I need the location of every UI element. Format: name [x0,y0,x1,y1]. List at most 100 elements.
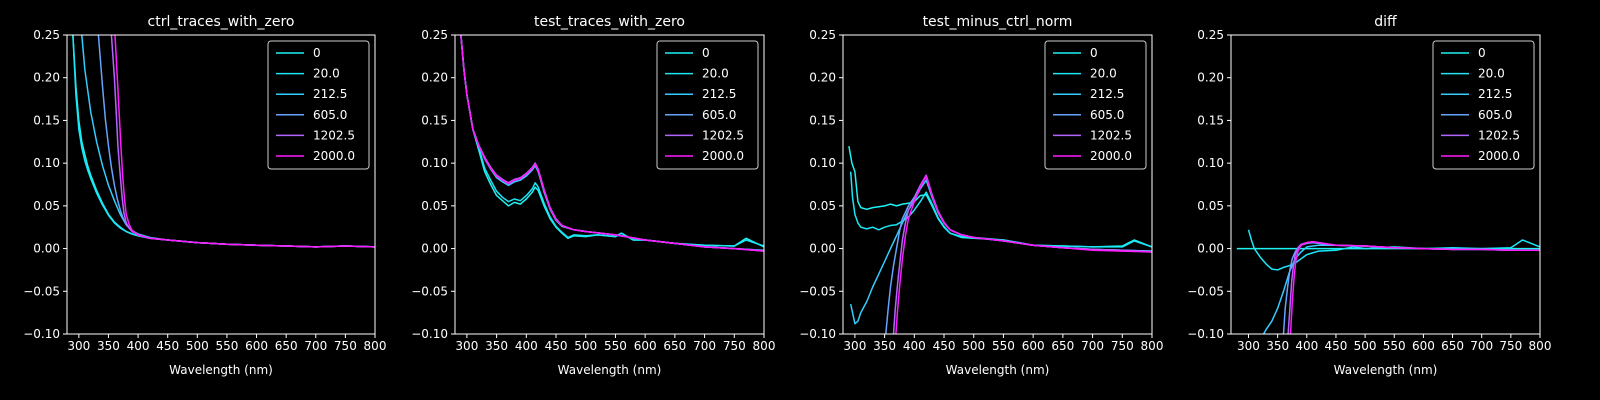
chart-title: test_minus_ctrl_norm [923,14,1073,30]
x-axis-label: Wavelength (nm) [946,363,1050,377]
x-tick-label: 300 [67,339,90,353]
legend: 0 20.0 212.5 605.0 1202.5 2000.0 [267,40,370,170]
x-tick-label: 350 [97,339,120,353]
y-tick-label: −0.05 [411,284,448,298]
y-tick-label: 0.10 [1197,156,1224,170]
x-tick-label: 750 [334,339,357,353]
legend-label: 20.0 [702,67,729,81]
x-tick-label: 550 [215,339,238,353]
x-tick-label: 500 [962,339,985,353]
series-line-2000.0 [114,35,375,248]
legend-label: 0 [702,46,710,60]
legend-label: 605.0 [702,108,736,122]
y-tick-label: 0.15 [1197,113,1224,127]
x-tick-label: 750 [1111,339,1134,353]
legend: 0 20.0 212.5 605.0 1202.5 2000.0 [1432,40,1535,170]
legend-label: 212.5 [1090,87,1124,101]
x-tick-label: 800 [1141,339,1164,353]
x-tick-label: 750 [1499,339,1522,353]
y-tick-label: 0.25 [33,28,60,42]
legend-label: 1202.5 [702,128,744,142]
y-tick-label: 0.15 [33,113,60,127]
y-tick-label: 0.05 [809,199,836,213]
legend-label: 212.5 [1478,87,1512,101]
x-tick-label: 600 [1022,339,1045,353]
y-tick-label: −0.10 [1187,327,1224,341]
axes-frame [66,34,376,335]
x-tick-label: 800 [1529,339,1552,353]
y-tick-label: 0.20 [421,71,448,85]
x-tick-label: 400 [515,339,538,353]
legend-label: 2000.0 [1478,149,1520,163]
x-tick-label: 350 [1266,339,1289,353]
axes-frame [842,34,1153,335]
x-tick-label: 300 [1237,339,1260,353]
chart-panel-4: 300 350 400 450 500 550 600 650 700 750 800 −0.10 −0… [1187,14,1551,377]
x-tick-label: 700 [1470,339,1493,353]
y-tick-label: 0.20 [33,71,60,85]
x-tick-label: 400 [127,339,150,353]
legend-label: 1202.5 [313,128,355,142]
legend-label: 212.5 [313,87,347,101]
y-tick-label: 0.00 [809,242,836,256]
y-tick-label: −0.05 [23,284,60,298]
x-tick-label: 600 [1412,339,1435,353]
x-tick-label: 450 [156,339,179,353]
legend-label: 605.0 [313,108,347,122]
y-tick-label: 0.05 [1197,199,1224,213]
x-tick-label: 600 [634,339,657,353]
chart-title: diff [1374,14,1397,30]
y-tick-label: 0.25 [421,28,448,42]
x-tick-label: 650 [1051,339,1074,353]
legend-label: 605.0 [1090,108,1124,122]
x-tick-label: 800 [753,339,776,353]
legend: 0 20.0 212.5 605.0 1202.5 2000.0 [1044,40,1147,170]
legend-label: 2000.0 [702,149,744,163]
axes-frame [454,34,765,335]
y-tick-label: 0.00 [421,242,448,256]
series-group [1236,229,1540,334]
legend-label: 0 [313,46,321,60]
series-line-605.0 [1282,241,1540,334]
legend-label: 2000.0 [313,149,355,163]
x-tick-label: 500 [186,339,209,353]
y-tick-label: −0.10 [799,327,836,341]
y-tick-label: 0.00 [1197,242,1224,256]
y-tick-label: 0.25 [809,28,836,42]
chart-title: test_traces_with_zero [534,14,685,30]
x-tick-label: 550 [604,339,627,353]
y-tick-label: 0.10 [809,156,836,170]
x-tick-label: 650 [275,339,298,353]
y-tick-label: 0.10 [421,156,448,170]
series-group [460,35,764,252]
y-tick-label: 0.25 [1197,28,1224,42]
x-tick-label: 800 [364,339,387,353]
series-line-212.5 [1262,244,1540,334]
axes-frame [1230,34,1541,335]
y-tick-label: −0.05 [1187,284,1224,298]
chart-panel-3: 300 350 400 450 500 550 600 650 700 750 800 −0.10 −0… [799,14,1163,377]
legend-label: 605.0 [1478,108,1512,122]
x-axis-label: Wavelength (nm) [558,363,662,377]
y-tick-label: −0.10 [23,327,60,341]
x-tick-label: 400 [903,339,926,353]
legend-label: 20.0 [1090,67,1117,81]
x-tick-label: 500 [1354,339,1377,353]
y-tick-label: 0.10 [33,156,60,170]
x-tick-label: 650 [663,339,686,353]
y-tick-label: −0.05 [799,284,836,298]
y-tick-label: 0.15 [809,113,836,127]
legend: 0 20.0 212.5 605.0 1202.5 2000.0 [656,40,759,170]
y-tick-label: 0.00 [33,242,60,256]
series-line-2000.0 [460,35,764,252]
x-tick-label: 450 [933,339,956,353]
y-tick-label: 0.20 [1197,71,1224,85]
y-tick-label: −0.10 [411,327,448,341]
y-tick-label: 0.20 [809,71,836,85]
series-group [72,35,375,248]
y-tick-label: 0.05 [421,199,448,213]
x-tick-label: 300 [455,339,478,353]
x-tick-label: 350 [873,339,896,353]
